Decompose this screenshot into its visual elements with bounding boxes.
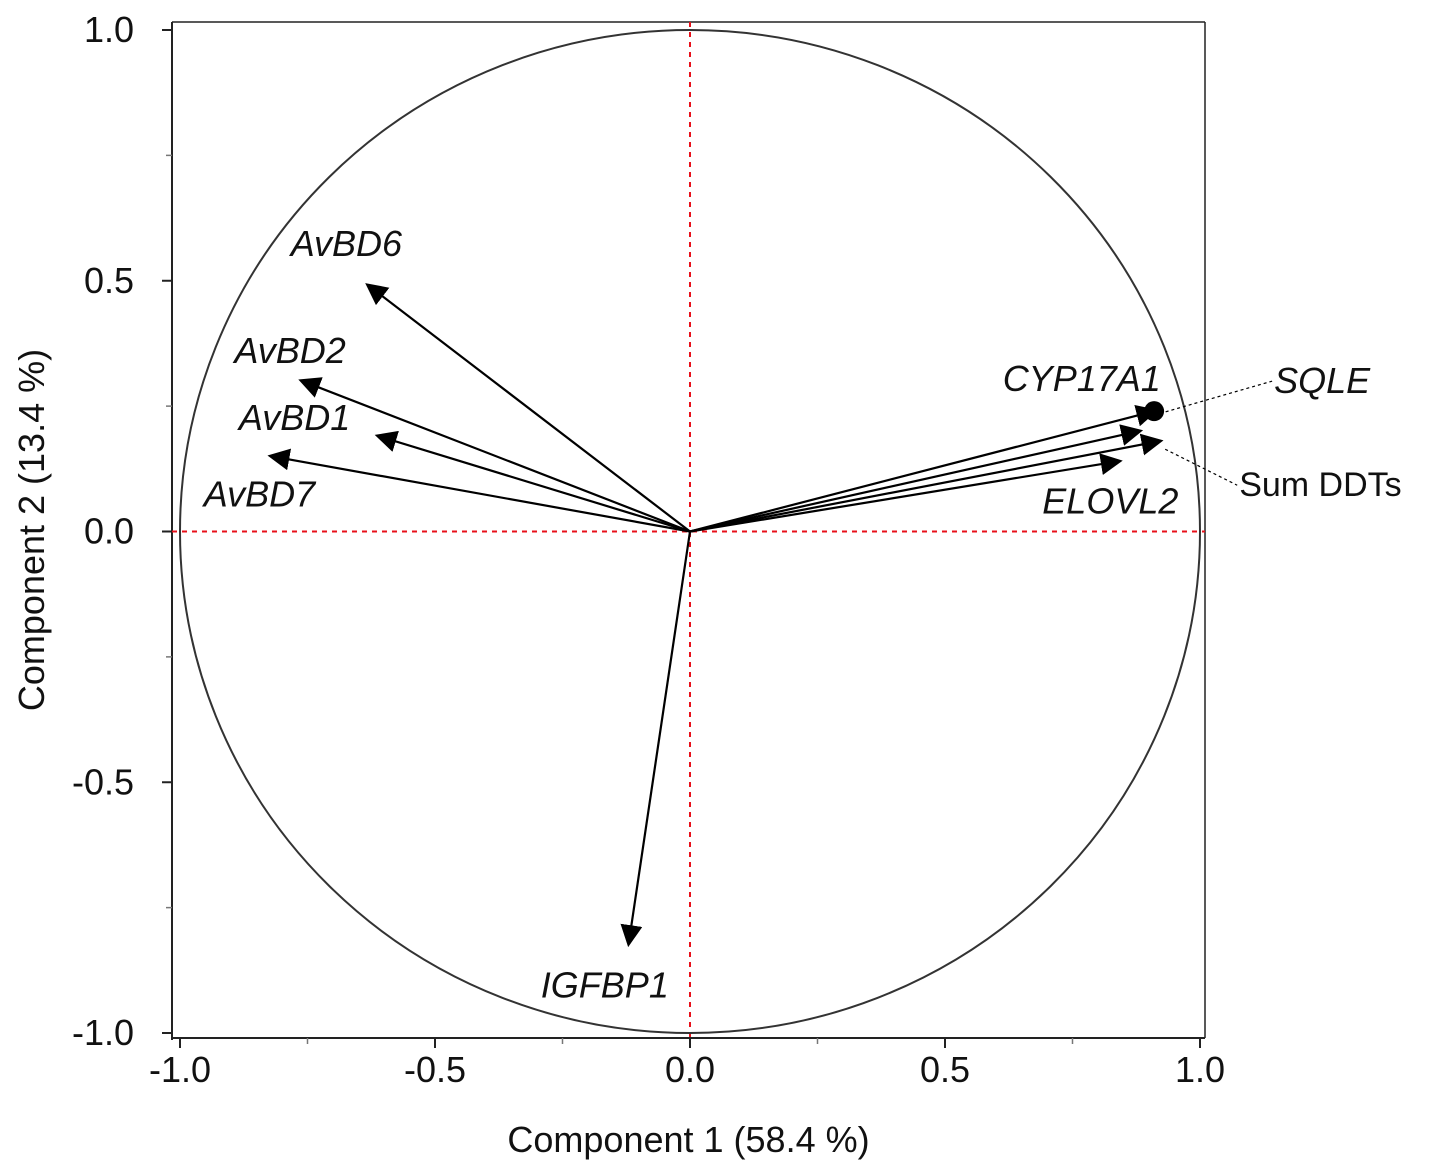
x-tick-label: -0.5 — [404, 1049, 466, 1090]
loading-vector-avbd2 — [298, 377, 691, 533]
sum-ddts-leader-line — [1164, 448, 1238, 486]
sqle-point-marker — [1144, 401, 1165, 422]
x-axis-title: Component 1 (58.4 %) — [507, 1119, 869, 1160]
unit-correlation-circle — [179, 29, 1201, 1034]
y-tick-label: 0.5 — [84, 260, 134, 301]
y-tick-label: -0.5 — [72, 761, 134, 802]
variable-label-igfbp1: IGFBP1 — [541, 965, 669, 1006]
variable-label-avbd6: AvBD6 — [289, 223, 403, 264]
x-tick-label: -1.0 — [149, 1049, 211, 1090]
variable-label-sum-ddts: Sum DDTs — [1239, 466, 1401, 504]
loading-vector-cyp17a1 — [689, 424, 1144, 533]
variable-label-sqle: SQLE — [1274, 360, 1371, 401]
variable-label-elovl2: ELOVL2 — [1042, 480, 1178, 521]
loading-vector-igfbp1 — [620, 531, 692, 948]
variable-label-avbd1: AvBD1 — [237, 397, 350, 438]
variable-label-avbd2: AvBD2 — [232, 330, 345, 371]
loading-vector-avbd7 — [267, 448, 691, 533]
loading-vector-sum-ddts — [689, 433, 1164, 533]
y-tick-label: 0.0 — [84, 511, 134, 552]
sqle-leader-line — [1153, 380, 1273, 416]
loading-vector-sqle — [689, 404, 1159, 533]
loading-vector-avbd1 — [374, 430, 691, 533]
variable-label-avbd7: AvBD7 — [202, 473, 317, 514]
x-tick-label: 0.5 — [920, 1049, 970, 1090]
x-tick-label: 1.0 — [1175, 1049, 1225, 1090]
loading-vector-avbd6 — [365, 283, 691, 533]
x-tick-label: 0.0 — [665, 1049, 715, 1090]
loading-vector-elovl2 — [689, 453, 1123, 533]
y-tick-label: -1.0 — [72, 1012, 134, 1053]
y-axis-title: Component 2 (13.4 %) — [11, 349, 52, 711]
y-tick-label: 1.0 — [84, 9, 134, 50]
variable-label-cyp17a1: CYP17A1 — [1003, 358, 1161, 399]
